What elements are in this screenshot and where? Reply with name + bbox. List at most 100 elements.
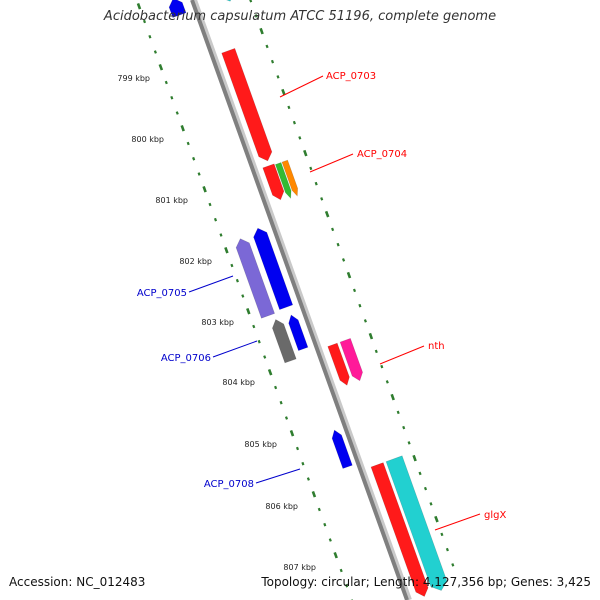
forward-tick <box>358 303 362 308</box>
gene-label-acp0708: ACP_0708 <box>204 479 254 490</box>
reverse-tick <box>213 217 218 222</box>
forward-tick <box>341 258 346 262</box>
gene-nth-b <box>339 338 363 382</box>
gene-nth-a <box>327 342 350 386</box>
label-leader-line <box>434 513 481 531</box>
tick-label: 804 kbp <box>222 378 255 387</box>
forward-tick <box>265 44 269 49</box>
gene-labels: ACP_0703 ACP_0704 ACP_0705 ACP_0706 nth ACP_0… <box>137 71 507 521</box>
length-label: Length: <box>373 575 420 589</box>
reverse-tick <box>175 111 179 115</box>
forward-tick <box>254 14 258 18</box>
reverse-tick <box>263 355 267 359</box>
reverse-tick <box>202 185 207 193</box>
reverse-tick <box>224 246 229 254</box>
gene-label-acp0704: ACP_0704 <box>357 149 407 160</box>
reverse-tick <box>328 538 332 542</box>
genes-value: 3,425 <box>556 575 591 589</box>
forward-tick <box>440 532 444 537</box>
genome-backbone <box>190 0 409 600</box>
reverse-tick <box>301 461 305 466</box>
label-leader-line <box>279 75 324 98</box>
reverse-tick <box>317 507 321 512</box>
gene-label-acp0706: ACP_0706 <box>161 353 211 364</box>
reverse-tick <box>345 583 349 588</box>
topology-value: circular <box>321 575 366 589</box>
reverse-tick <box>153 50 157 54</box>
forward-tick <box>331 227 335 232</box>
forward-tick <box>314 181 318 186</box>
gene-acp0704-a <box>262 163 285 201</box>
reverse-tick <box>339 568 343 573</box>
reverse-tick <box>274 385 278 390</box>
gene-acp0703 <box>221 48 273 162</box>
reverse-tick <box>241 294 245 298</box>
reverse-tick <box>219 233 223 237</box>
accession-value: NC_012483 <box>76 575 146 589</box>
tick-label: 801 kbp <box>155 196 188 205</box>
gene-acp0704-c <box>281 159 299 197</box>
gene-label-acp0705: ACP_0705 <box>137 288 187 299</box>
reverse-tick <box>142 19 147 24</box>
reverse-tick <box>333 551 338 559</box>
forward-tick <box>303 149 308 157</box>
gene-top-cyan <box>225 0 232 2</box>
forward-tick <box>445 547 449 552</box>
topology-label: Topology: <box>261 575 318 589</box>
gene-label-acp0703: ACP_0703 <box>326 71 376 82</box>
forward-tick <box>270 59 275 64</box>
gene-label-leaders <box>188 75 481 531</box>
length-value: 4,127,356 bp <box>422 575 503 589</box>
reverse-tick <box>197 172 201 176</box>
tick-label: 807 kbp <box>283 563 316 572</box>
gene-features <box>168 0 448 597</box>
reverse-tick <box>246 307 251 315</box>
label-leader-line <box>309 153 354 173</box>
genome-summary: Topology: circular; Length: 4,127,356 bp… <box>261 575 591 589</box>
forward-tick <box>259 27 264 35</box>
reverse-tick <box>279 400 283 405</box>
gene-top-blue <box>168 0 187 18</box>
tick-label: 805 kbp <box>244 440 277 449</box>
reverse-tick-track <box>136 2 353 600</box>
reverse-tick <box>208 202 212 207</box>
forward-tick <box>287 105 291 110</box>
forward-tick <box>434 515 439 523</box>
forward-tick <box>380 364 384 369</box>
genes-label: Genes: <box>510 575 553 589</box>
forward-tick <box>390 393 395 401</box>
forward-tick <box>363 319 367 323</box>
reverse-tick <box>170 95 174 100</box>
reverse-tick <box>267 368 273 376</box>
reverse-tick <box>164 80 168 85</box>
reverse-tick <box>306 477 310 481</box>
reverse-tick <box>257 339 261 344</box>
forward-tick <box>276 75 280 79</box>
reverse-tick <box>180 124 185 132</box>
forward-tick <box>423 486 428 491</box>
forward-tick <box>429 502 433 506</box>
reverse-tick <box>148 34 152 39</box>
reverse-tick <box>230 263 234 268</box>
label-leader-line <box>212 340 258 358</box>
forward-tick <box>352 288 357 293</box>
forward-tick-track <box>249 0 455 567</box>
gene-label-nth: nth <box>428 341 445 352</box>
tick-label: 806 kbp <box>265 502 298 511</box>
reverse-tick <box>252 324 256 329</box>
forward-tick <box>402 425 406 430</box>
forward-tick <box>292 120 296 125</box>
reverse-tick <box>235 278 239 283</box>
tick-label: 802 kbp <box>179 257 212 266</box>
forward-tick <box>451 563 455 567</box>
tick-label: 800 kbp <box>131 135 164 144</box>
forward-tick <box>412 454 417 462</box>
tick-label: 799 kbp <box>117 74 150 83</box>
forward-tick <box>324 210 330 218</box>
gene-acp0706 <box>272 319 297 364</box>
gene-acp0705 <box>235 238 275 319</box>
forward-tick <box>336 242 340 247</box>
forward-tick <box>346 271 352 279</box>
